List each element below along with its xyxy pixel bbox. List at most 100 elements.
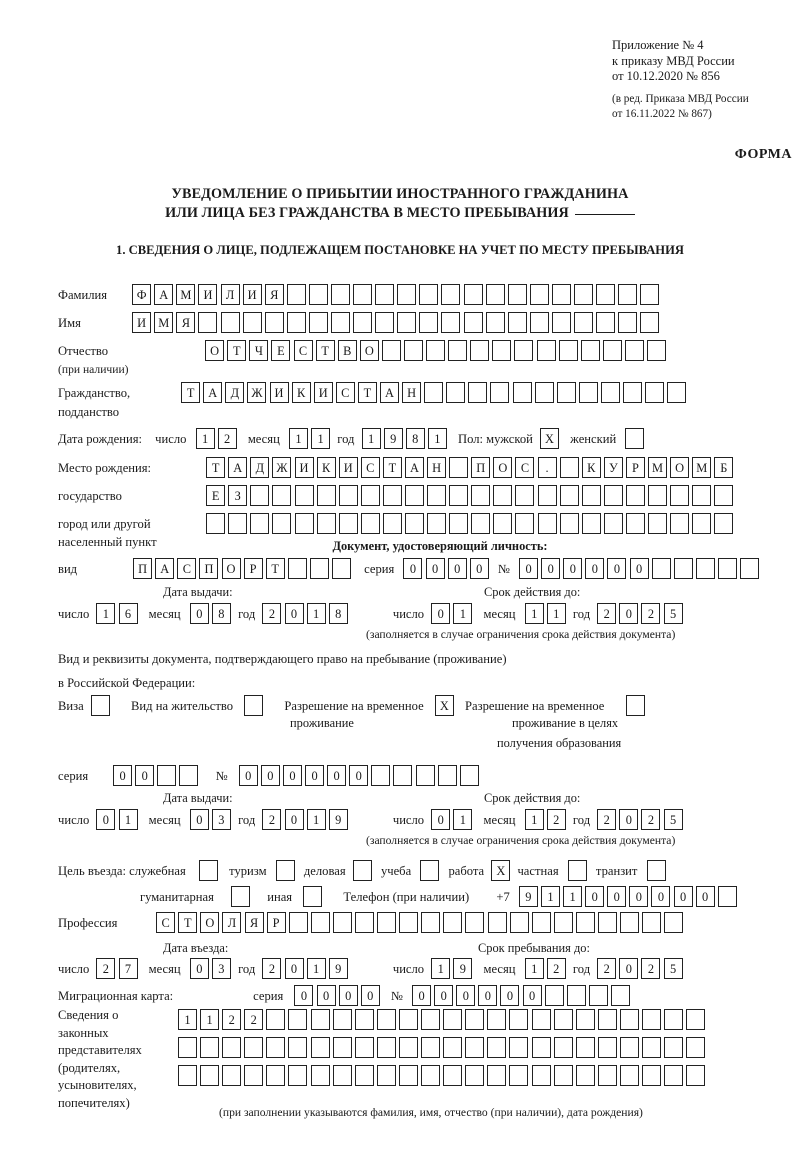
checkbox-purpose-transit[interactable] (646, 860, 666, 881)
form-cell[interactable] (515, 485, 535, 506)
form-cell[interactable] (426, 340, 446, 361)
form-cell[interactable] (581, 485, 601, 506)
form-cell[interactable]: 0 (96, 809, 116, 830)
form-cell[interactable] (377, 912, 397, 933)
form-cell[interactable]: 2 (546, 958, 566, 979)
form-cell[interactable]: М (176, 284, 196, 305)
form-cell[interactable]: Е (271, 340, 291, 361)
checkbox-purpose-other[interactable] (303, 886, 323, 907)
form-cell[interactable]: 2 (222, 1009, 242, 1030)
form-cell[interactable]: 2 (217, 428, 237, 449)
form-cell[interactable] (468, 382, 488, 403)
form-cell[interactable] (578, 382, 598, 403)
form-cell[interactable] (645, 382, 665, 403)
form-cell[interactable]: 2 (96, 958, 116, 979)
form-cell[interactable]: Д (225, 382, 245, 403)
form-cell[interactable] (309, 558, 329, 579)
form-cell[interactable] (487, 1065, 507, 1086)
form-cell[interactable] (487, 1009, 507, 1030)
checkbox-temp-edu[interactable] (625, 695, 645, 716)
form-cell[interactable]: 1 (453, 603, 473, 624)
form-cell[interactable] (471, 485, 491, 506)
form-cell[interactable]: К (581, 457, 601, 478)
form-cell[interactable] (575, 912, 595, 933)
form-cell[interactable] (354, 1065, 374, 1086)
form-cell[interactable] (308, 284, 328, 305)
form-cell[interactable] (266, 1037, 286, 1058)
form-cell[interactable] (531, 1065, 551, 1086)
form-cell[interactable] (618, 284, 638, 305)
form-cell[interactable] (641, 1065, 661, 1086)
form-cell[interactable] (286, 312, 306, 333)
form-cell[interactable] (509, 1009, 529, 1030)
form-cell[interactable] (686, 1065, 706, 1086)
form-cell[interactable] (244, 1065, 264, 1086)
form-cell[interactable]: Т (315, 340, 335, 361)
form-cell[interactable]: 9 (453, 958, 473, 979)
form-cell[interactable] (310, 1009, 330, 1030)
form-cell[interactable]: 0 (284, 958, 304, 979)
form-cell[interactable] (487, 1037, 507, 1058)
form-cell[interactable]: 0 (619, 958, 639, 979)
form-cell[interactable] (446, 382, 466, 403)
form-cell[interactable]: С (335, 382, 355, 403)
form-cell[interactable]: 0 (456, 985, 476, 1006)
form-cell[interactable] (376, 1037, 396, 1058)
form-cell[interactable] (381, 340, 401, 361)
form-cell[interactable]: 0 (695, 886, 715, 907)
form-cell[interactable] (509, 912, 529, 933)
form-cell[interactable]: Т (206, 457, 226, 478)
form-cell[interactable] (651, 558, 671, 579)
form-cell[interactable] (463, 284, 483, 305)
form-cell[interactable]: Я (176, 312, 196, 333)
form-cell[interactable] (553, 1065, 573, 1086)
form-cell[interactable] (507, 312, 527, 333)
form-cell[interactable]: Б (714, 457, 734, 478)
form-cell[interactable]: 2 (262, 603, 282, 624)
form-cell[interactable] (492, 340, 512, 361)
form-cell[interactable] (641, 1009, 661, 1030)
legal-rep-row3-cells[interactable] (178, 1065, 706, 1086)
form-cell[interactable]: И (338, 457, 358, 478)
form-cell[interactable] (673, 558, 693, 579)
form-cell[interactable]: Н (427, 457, 447, 478)
form-cell[interactable] (575, 1009, 595, 1030)
form-cell[interactable]: И (294, 457, 314, 478)
form-cell[interactable] (717, 558, 737, 579)
form-cell[interactable]: С (360, 457, 380, 478)
form-cell[interactable] (308, 312, 328, 333)
form-cell[interactable] (686, 1009, 706, 1030)
form-cell[interactable] (471, 513, 491, 534)
form-cell[interactable]: 8 (211, 603, 231, 624)
form-cell[interactable] (531, 912, 551, 933)
form-cell[interactable] (610, 985, 630, 1006)
form-cell[interactable]: Ф (132, 284, 152, 305)
form-cell[interactable] (405, 513, 424, 534)
form-cell[interactable]: М (154, 312, 174, 333)
form-cell[interactable]: У (603, 457, 623, 478)
form-cell[interactable] (398, 1065, 418, 1086)
form-cell[interactable]: И (242, 284, 262, 305)
form-cell[interactable]: 1 (563, 886, 583, 907)
form-cell[interactable] (740, 558, 760, 579)
form-cell[interactable] (619, 1065, 639, 1086)
form-cell[interactable] (695, 558, 715, 579)
form-cell[interactable] (332, 1009, 352, 1030)
form-cell[interactable] (664, 1009, 684, 1030)
form-cell[interactable] (531, 1037, 551, 1058)
form-cell[interactable]: Л (220, 284, 240, 305)
form-cell[interactable]: О (221, 558, 241, 579)
form-cell[interactable]: 0 (500, 985, 520, 1006)
form-cell[interactable] (670, 485, 690, 506)
